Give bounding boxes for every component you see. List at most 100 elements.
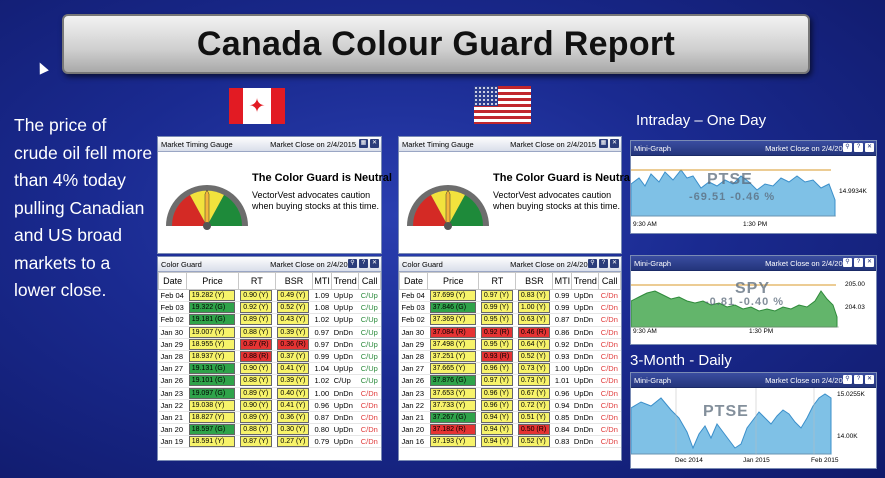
intraday-area-chart — [631, 169, 836, 217]
table-row[interactable]: Jan 29 18.955 (Y) 0.87 (R) 0.36 (R) 0.97 DnDn… — [158, 338, 381, 351]
bsr-cell: 0.52 (Y) — [277, 302, 310, 314]
table-row[interactable]: Feb 02 37.369 (Y) 0.95 (Y) 0.63 (Y) 0.87 DnDn… — [399, 313, 621, 327]
close-icon[interactable]: ✕ — [865, 143, 874, 152]
narrative-text: The price of crude oil fell more than 4%… — [14, 115, 153, 300]
search-icon[interactable]: ⚲ — [348, 259, 357, 268]
table-row[interactable]: Jan 28 18.937 (Y) 0.88 (R) 0.37 (Y) 0.99 UpDn… — [158, 350, 381, 364]
help-icon[interactable]: ? — [854, 258, 863, 267]
close-icon[interactable]: ✕ — [865, 375, 874, 384]
call-cell: C/Dn — [598, 338, 621, 351]
bsr-cell: 0.49 (Y) — [277, 290, 310, 302]
help-icon[interactable]: ? — [854, 143, 863, 152]
column-header[interactable]: BSR — [274, 272, 314, 290]
bsr-cell: 0.73 (Y) — [517, 375, 550, 387]
bsr-cell: 0.36 (Y) — [277, 411, 310, 423]
price-cell: 37.193 (Y) — [429, 436, 476, 448]
close-icon[interactable]: ✕ — [610, 259, 619, 268]
panel-header: Market Timing Gauge Market Close on 2/4/… — [158, 137, 381, 152]
table-row[interactable]: Feb 04 37.699 (Y) 0.97 (Y) 0.83 (Y) 0.99 UpDn… — [399, 289, 621, 303]
three-month-heading: 3-Month - Daily — [630, 352, 732, 369]
mti-cell: 0.86 — [552, 326, 572, 339]
canada-flag-icon: ✦ — [229, 88, 285, 124]
column-header[interactable]: BSR — [515, 272, 554, 290]
table-row[interactable]: Feb 02 19.181 (G) 0.89 (Y) 0.43 (Y) 1.02 UpUp… — [158, 313, 381, 327]
table-row[interactable]: Jan 26 19.101 (G) 0.88 (Y) 0.39 (Y) 1.02 C/Up… — [158, 374, 381, 388]
column-header[interactable]: MTI — [552, 272, 573, 290]
date-cell: Jan 20 — [399, 423, 428, 437]
panel-title: Market Timing Gauge — [161, 139, 233, 149]
panel-header: Color Guard Market Close on 2/4/2015 ⚲? ✕ — [399, 257, 621, 272]
table-row[interactable]: Jan 26 37.876 (G) 0.97 (Y) 0.73 (Y) 1.01 UpDn… — [399, 374, 621, 388]
column-header[interactable]: Date — [398, 272, 429, 290]
table-row[interactable]: Jan 21 18.827 (Y) 0.89 (Y) 0.36 (Y) 0.87 DnDn… — [158, 411, 381, 425]
table-row[interactable]: Jan 23 37.653 (Y) 0.96 (Y) 0.67 (Y) 0.96 UpDn… — [399, 387, 621, 400]
export-icon[interactable]: ▦ — [599, 139, 608, 148]
column-header[interactable]: Trend — [571, 272, 600, 290]
search-icon[interactable]: ⚲ — [843, 258, 852, 267]
table-row[interactable]: Jan 30 37.084 (R) 0.92 (R) 0.46 (R) 0.86 DnDn… — [399, 326, 621, 339]
table-row[interactable]: Jan 27 19.131 (G) 0.90 (Y) 0.41 (Y) 1.04 UpUp… — [158, 362, 381, 376]
rt-cell: 0.96 (Y) — [480, 363, 513, 375]
rt-cell: 0.89 (Y) — [240, 314, 273, 326]
date-cell: Jan 22 — [399, 399, 428, 412]
rt-cell: 0.94 (Y) — [480, 424, 513, 436]
call-cell: C/Dn — [598, 289, 621, 303]
call-cell: C/Up — [358, 313, 381, 327]
panel-title: Color Guard — [402, 259, 443, 269]
column-header[interactable]: Trend — [331, 272, 360, 290]
rt-cell: 0.97 (Y) — [480, 290, 513, 302]
call-cell: C/Up — [358, 350, 381, 364]
table-row[interactable]: Feb 03 37.846 (G) 0.99 (Y) 1.00 (Y) 0.99 UpDn… — [399, 301, 621, 315]
trend-cell: DnDn — [571, 338, 599, 351]
bsr-cell: 0.41 (Y) — [277, 363, 310, 375]
table-row[interactable]: Jan 29 37.498 (Y) 0.95 (Y) 0.64 (Y) 0.92 DnDn… — [399, 338, 621, 351]
search-icon[interactable]: ⚲ — [588, 259, 597, 268]
rt-cell: 0.88 (Y) — [240, 326, 273, 338]
column-header[interactable]: Call — [598, 272, 621, 290]
table-row[interactable]: Jan 27 37.665 (Y) 0.96 (Y) 0.73 (Y) 1.00 UpDn… — [399, 362, 621, 376]
table-row[interactable]: Jan 30 19.007 (Y) 0.88 (Y) 0.39 (Y) 0.97 DnDn… — [158, 326, 381, 339]
table-row[interactable]: Jan 21 37.267 (G) 0.94 (Y) 0.51 (Y) 0.85 DnDn… — [399, 411, 621, 425]
date-cell: Jan 16 — [399, 435, 428, 449]
column-header[interactable]: Call — [358, 272, 381, 290]
table-row[interactable]: Jan 23 19.097 (G) 0.89 (Y) 0.40 (Y) 1.00 DnDn… — [158, 387, 381, 400]
close-icon[interactable]: ✕ — [370, 259, 379, 268]
page-title: Canada Colour Guard Report — [196, 24, 676, 63]
table-row[interactable]: Jan 22 19.038 (Y) 0.90 (Y) 0.41 (Y) 0.96 UpDn… — [158, 399, 381, 412]
column-header[interactable]: Price — [186, 272, 239, 290]
table-row[interactable]: Jan 20 18.597 (G) 0.88 (Y) 0.30 (Y) 0.80 UpDn… — [158, 423, 381, 437]
table-row[interactable]: Jan 20 37.182 (R) 0.94 (Y) 0.50 (R) 0.84 DnDn… — [399, 423, 621, 437]
search-icon[interactable]: ⚲ — [843, 143, 852, 152]
close-icon[interactable]: ✕ — [610, 139, 619, 148]
close-icon[interactable]: ✕ — [865, 258, 874, 267]
export-icon[interactable]: ▦ — [359, 139, 368, 148]
table-row[interactable]: Jan 22 37.733 (Y) 0.96 (Y) 0.72 (Y) 0.94 DnDn… — [399, 399, 621, 412]
table-row[interactable]: Jan 16 37.193 (Y) 0.94 (Y) 0.52 (Y) 0.83 DnDn… — [399, 435, 621, 449]
table-row[interactable]: Feb 03 19.322 (G) 0.92 (Y) 0.52 (Y) 1.08 UpUp… — [158, 301, 381, 315]
date-cell: Jan 26 — [158, 374, 187, 388]
price-cell: 37.182 (R) — [429, 424, 476, 436]
column-header[interactable]: MTI — [312, 272, 333, 290]
help-icon[interactable]: ? — [599, 259, 608, 268]
search-icon[interactable]: ⚲ — [843, 375, 852, 384]
mini-graph-intraday-spy: Mini-Graph Market Close on 2/4/2015 ⚲? ✕ … — [630, 255, 877, 345]
help-icon[interactable]: ? — [359, 259, 368, 268]
column-header[interactable]: RT — [478, 272, 517, 290]
column-header[interactable]: RT — [237, 272, 276, 290]
help-icon[interactable]: ? — [854, 375, 863, 384]
color-guard-panel-us: Color Guard Market Close on 2/4/2015 ⚲? ✕… — [398, 256, 622, 461]
mti-cell: 0.94 — [552, 399, 572, 412]
close-icon[interactable]: ✕ — [370, 139, 379, 148]
table-row[interactable]: Jan 28 37.251 (Y) 0.93 (R) 0.52 (Y) 0.93 DnDn… — [399, 350, 621, 364]
table-row[interactable]: Feb 04 19.282 (Y) 0.90 (Y) 0.49 (Y) 1.09 UpUp… — [158, 289, 381, 303]
trend-cell: UpDn — [571, 289, 599, 303]
table-row[interactable]: Jan 19 18.591 (Y) 0.87 (Y) 0.27 (Y) 0.79 UpDn… — [158, 435, 381, 449]
column-header[interactable]: Price — [427, 272, 480, 290]
mti-cell: 1.00 — [312, 387, 332, 400]
rt-cell: 0.88 (Y) — [240, 375, 273, 387]
bsr-cell: 0.52 (Y) — [517, 351, 550, 363]
call-cell: C/Up — [358, 338, 381, 351]
column-header[interactable]: Date — [157, 272, 188, 290]
price-cell: 37.846 (G) — [429, 302, 476, 314]
trend-cell: DnDn — [331, 326, 359, 339]
